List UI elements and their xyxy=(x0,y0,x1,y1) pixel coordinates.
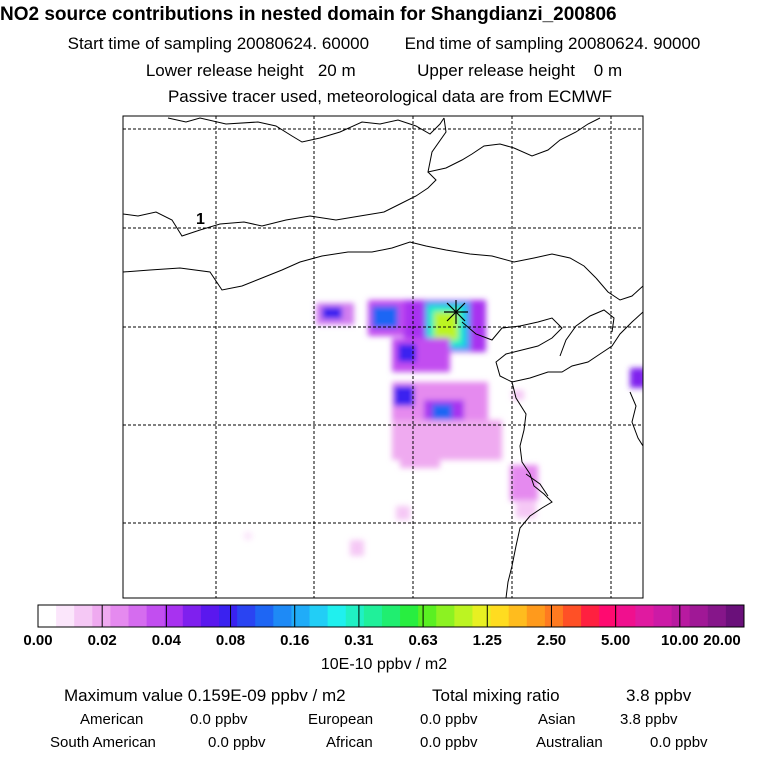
colorbar-cell xyxy=(74,605,93,627)
colorbar-frame xyxy=(37,604,745,628)
colorbar-cell xyxy=(92,605,111,627)
colorbar-cell xyxy=(526,605,546,627)
max-value: Maximum value 0.159E-09 ppbv / m2 xyxy=(64,686,346,705)
colorbar-cell xyxy=(400,605,419,627)
colorbar-cell xyxy=(671,605,691,627)
colorbar-cell xyxy=(599,605,618,627)
colorbar-cell xyxy=(544,605,564,627)
colorbar-label: 0.04 xyxy=(151,632,181,649)
colorbar-label: 2.50 xyxy=(536,632,567,649)
colorbar-cell xyxy=(309,605,329,627)
australian-label: Australian xyxy=(536,734,603,751)
colorbar-cell xyxy=(653,605,673,627)
european-label: European xyxy=(308,711,374,728)
colorbar-cell xyxy=(38,605,57,627)
total-mixing-value: 3.8 ppbv xyxy=(626,686,692,705)
colorbar-cell xyxy=(363,605,383,627)
colorbar-cell xyxy=(635,605,654,627)
colorbar-label: 20.00 xyxy=(703,632,741,649)
colorbar-label: 0.63 xyxy=(408,632,438,649)
colorbar-label: 0.16 xyxy=(280,632,310,649)
colorbar-cell xyxy=(689,605,709,627)
colorbar-cell xyxy=(490,605,510,627)
south-american-label: South American xyxy=(50,734,156,751)
european-value: 0.0 ppbv xyxy=(420,711,478,728)
colorbar-cell xyxy=(345,605,365,627)
lat-lon-grid xyxy=(123,116,643,598)
coastlines xyxy=(123,117,643,598)
asian-label: Asian xyxy=(538,711,576,728)
colorbar-cell xyxy=(56,605,75,627)
south-american-value: 0.0 ppbv xyxy=(208,734,266,751)
colorbar-cell xyxy=(562,605,582,627)
colorbar-cell xyxy=(182,605,202,627)
star-marker xyxy=(444,300,468,324)
colorbar-cell xyxy=(617,605,636,627)
colorbar-label: 0.31 xyxy=(344,632,374,649)
colorbar-label: 10.00 xyxy=(661,632,699,649)
colorbar-cell xyxy=(128,605,148,627)
african-value: 0.0 ppbv xyxy=(420,734,478,751)
american-value: 0.0 ppbv xyxy=(190,711,248,728)
african-label: African xyxy=(326,734,373,751)
colorbar-cell xyxy=(219,605,238,627)
colorbar-cell xyxy=(707,605,727,627)
colorbar-cell xyxy=(472,605,492,627)
american-label: American xyxy=(80,711,144,728)
colorbar-label: 5.00 xyxy=(601,632,631,649)
colorbar-label: 0.00 xyxy=(23,632,53,649)
colorbar-cell xyxy=(436,605,455,627)
colorbar-cell xyxy=(418,605,437,627)
concentration-field xyxy=(244,300,643,556)
map-area xyxy=(123,116,643,598)
colorbar-cell xyxy=(146,605,166,627)
map-frame xyxy=(122,115,644,599)
region-label: 1 xyxy=(196,211,205,228)
colorbar-cell xyxy=(454,605,473,627)
page-title: NO2 source contributions in nested domai… xyxy=(0,4,617,25)
asian-value: 3.8 ppbv xyxy=(620,711,678,728)
australian-value: 0.0 ppbv xyxy=(650,734,708,751)
colorbar-cell xyxy=(200,605,220,627)
colorbar-cell xyxy=(110,605,130,627)
colorbar-unit: 10E-10 ppbv / m2 xyxy=(320,656,448,673)
lower-release-height: Lower release height 20 m xyxy=(145,61,356,80)
colorbar-label: 1.25 xyxy=(472,632,502,649)
colorbar-cell xyxy=(164,605,184,627)
total-mixing-label: Total mixing ratio xyxy=(432,686,560,705)
colorbar-cell xyxy=(255,605,274,627)
colorbar-cell xyxy=(508,605,528,627)
colorbar xyxy=(37,604,745,628)
colorbar-cell xyxy=(291,605,311,627)
upper-release-height: Upper release height 0 m xyxy=(417,61,623,80)
release-heights: Lower release height 20 m Upper release … xyxy=(0,61,768,81)
end-time: End time of sampling 20080624. 90000 xyxy=(404,34,701,53)
colorbar-label: 0.02 xyxy=(87,632,117,649)
colorbar-cell xyxy=(725,605,745,627)
start-time: Start time of sampling 20080624. 60000 xyxy=(67,34,370,53)
sampling-times: Start time of sampling 20080624. 60000 E… xyxy=(0,34,768,54)
colorbar-cell xyxy=(273,605,292,627)
colorbar-cell xyxy=(237,605,256,627)
tracer-note: Passive tracer used, meteorological data… xyxy=(167,87,613,106)
colorbar-cell xyxy=(381,605,401,627)
colorbar-label: 0.08 xyxy=(215,632,246,649)
colorbar-cell xyxy=(581,605,600,627)
colorbar-cell xyxy=(327,605,347,627)
